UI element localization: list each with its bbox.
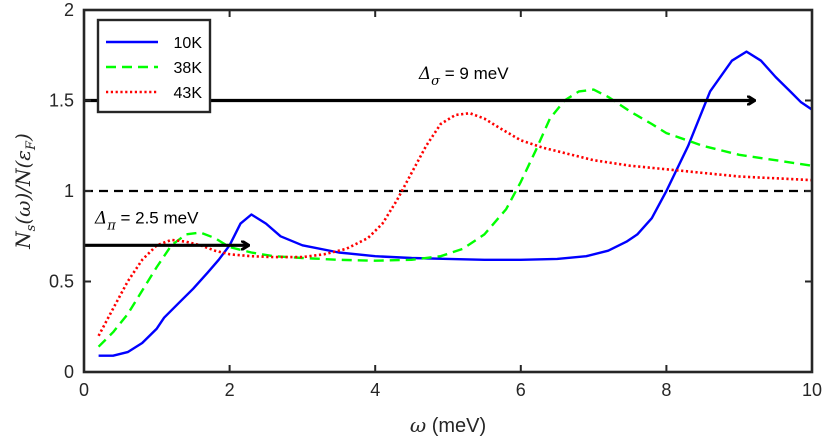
y-axis-label-part-0: N bbox=[11, 230, 35, 250]
legend-label-43K: 43K bbox=[174, 85, 203, 102]
x-tick-label-2: 2 bbox=[225, 380, 235, 400]
annotation-symbol-delta_sigma: Δ bbox=[418, 64, 431, 84]
annotation-symbol-delta_pi: Δ bbox=[94, 209, 107, 229]
legend: 10K 38K 43K bbox=[96, 18, 212, 114]
x-tick-label-6: 6 bbox=[516, 380, 526, 400]
y-tick-label-0: 0 bbox=[64, 362, 74, 382]
x-axis-label-symbol: ω bbox=[410, 413, 426, 437]
series-line-43K bbox=[97, 111, 812, 337]
y-axis-label: Ns(ω)/N(εF) bbox=[11, 133, 39, 250]
annotation-label-delta_sigma: Δσ = 9 meV bbox=[418, 64, 509, 89]
y-tick-label-4: 2 bbox=[64, 0, 74, 20]
series-group bbox=[97, 50, 812, 357]
annotation-subscript-delta_pi: π bbox=[106, 219, 116, 234]
annotation-label-delta_pi: Δπ = 2.5 meV bbox=[94, 209, 199, 234]
x-axis-label: ω (meV) bbox=[410, 413, 486, 437]
y-tick-label-1: 0.5 bbox=[49, 272, 74, 292]
x-tick-label-8: 8 bbox=[661, 380, 671, 400]
x-tick-label-10: 10 bbox=[802, 380, 822, 400]
annotation-text-delta_pi: = 2.5 meV bbox=[116, 209, 199, 228]
x-tick-label-4: 4 bbox=[370, 380, 380, 400]
y-axis-label-part-3: F bbox=[24, 140, 39, 151]
annotation-subscript-delta_sigma: σ bbox=[431, 74, 441, 89]
y-axis-label-part-4: ) bbox=[11, 133, 35, 142]
y-tick-label-3: 1.5 bbox=[49, 91, 74, 111]
y-tick-label-2: 1 bbox=[64, 181, 74, 201]
x-axis-label-unit: (meV) bbox=[426, 415, 486, 437]
y-axis-label-part-2: (ω)/N(ε bbox=[11, 150, 35, 225]
annotation-text-delta_sigma: = 9 meV bbox=[440, 64, 509, 83]
legend-label-38K: 38K bbox=[174, 60, 203, 77]
y-axis-label-part-1: s bbox=[24, 224, 39, 231]
legend-label-10K: 10K bbox=[174, 35, 203, 52]
x-tick-label-0: 0 bbox=[79, 380, 89, 400]
y-axis-label-group: Ns(ω)/N(εF) bbox=[11, 133, 39, 250]
